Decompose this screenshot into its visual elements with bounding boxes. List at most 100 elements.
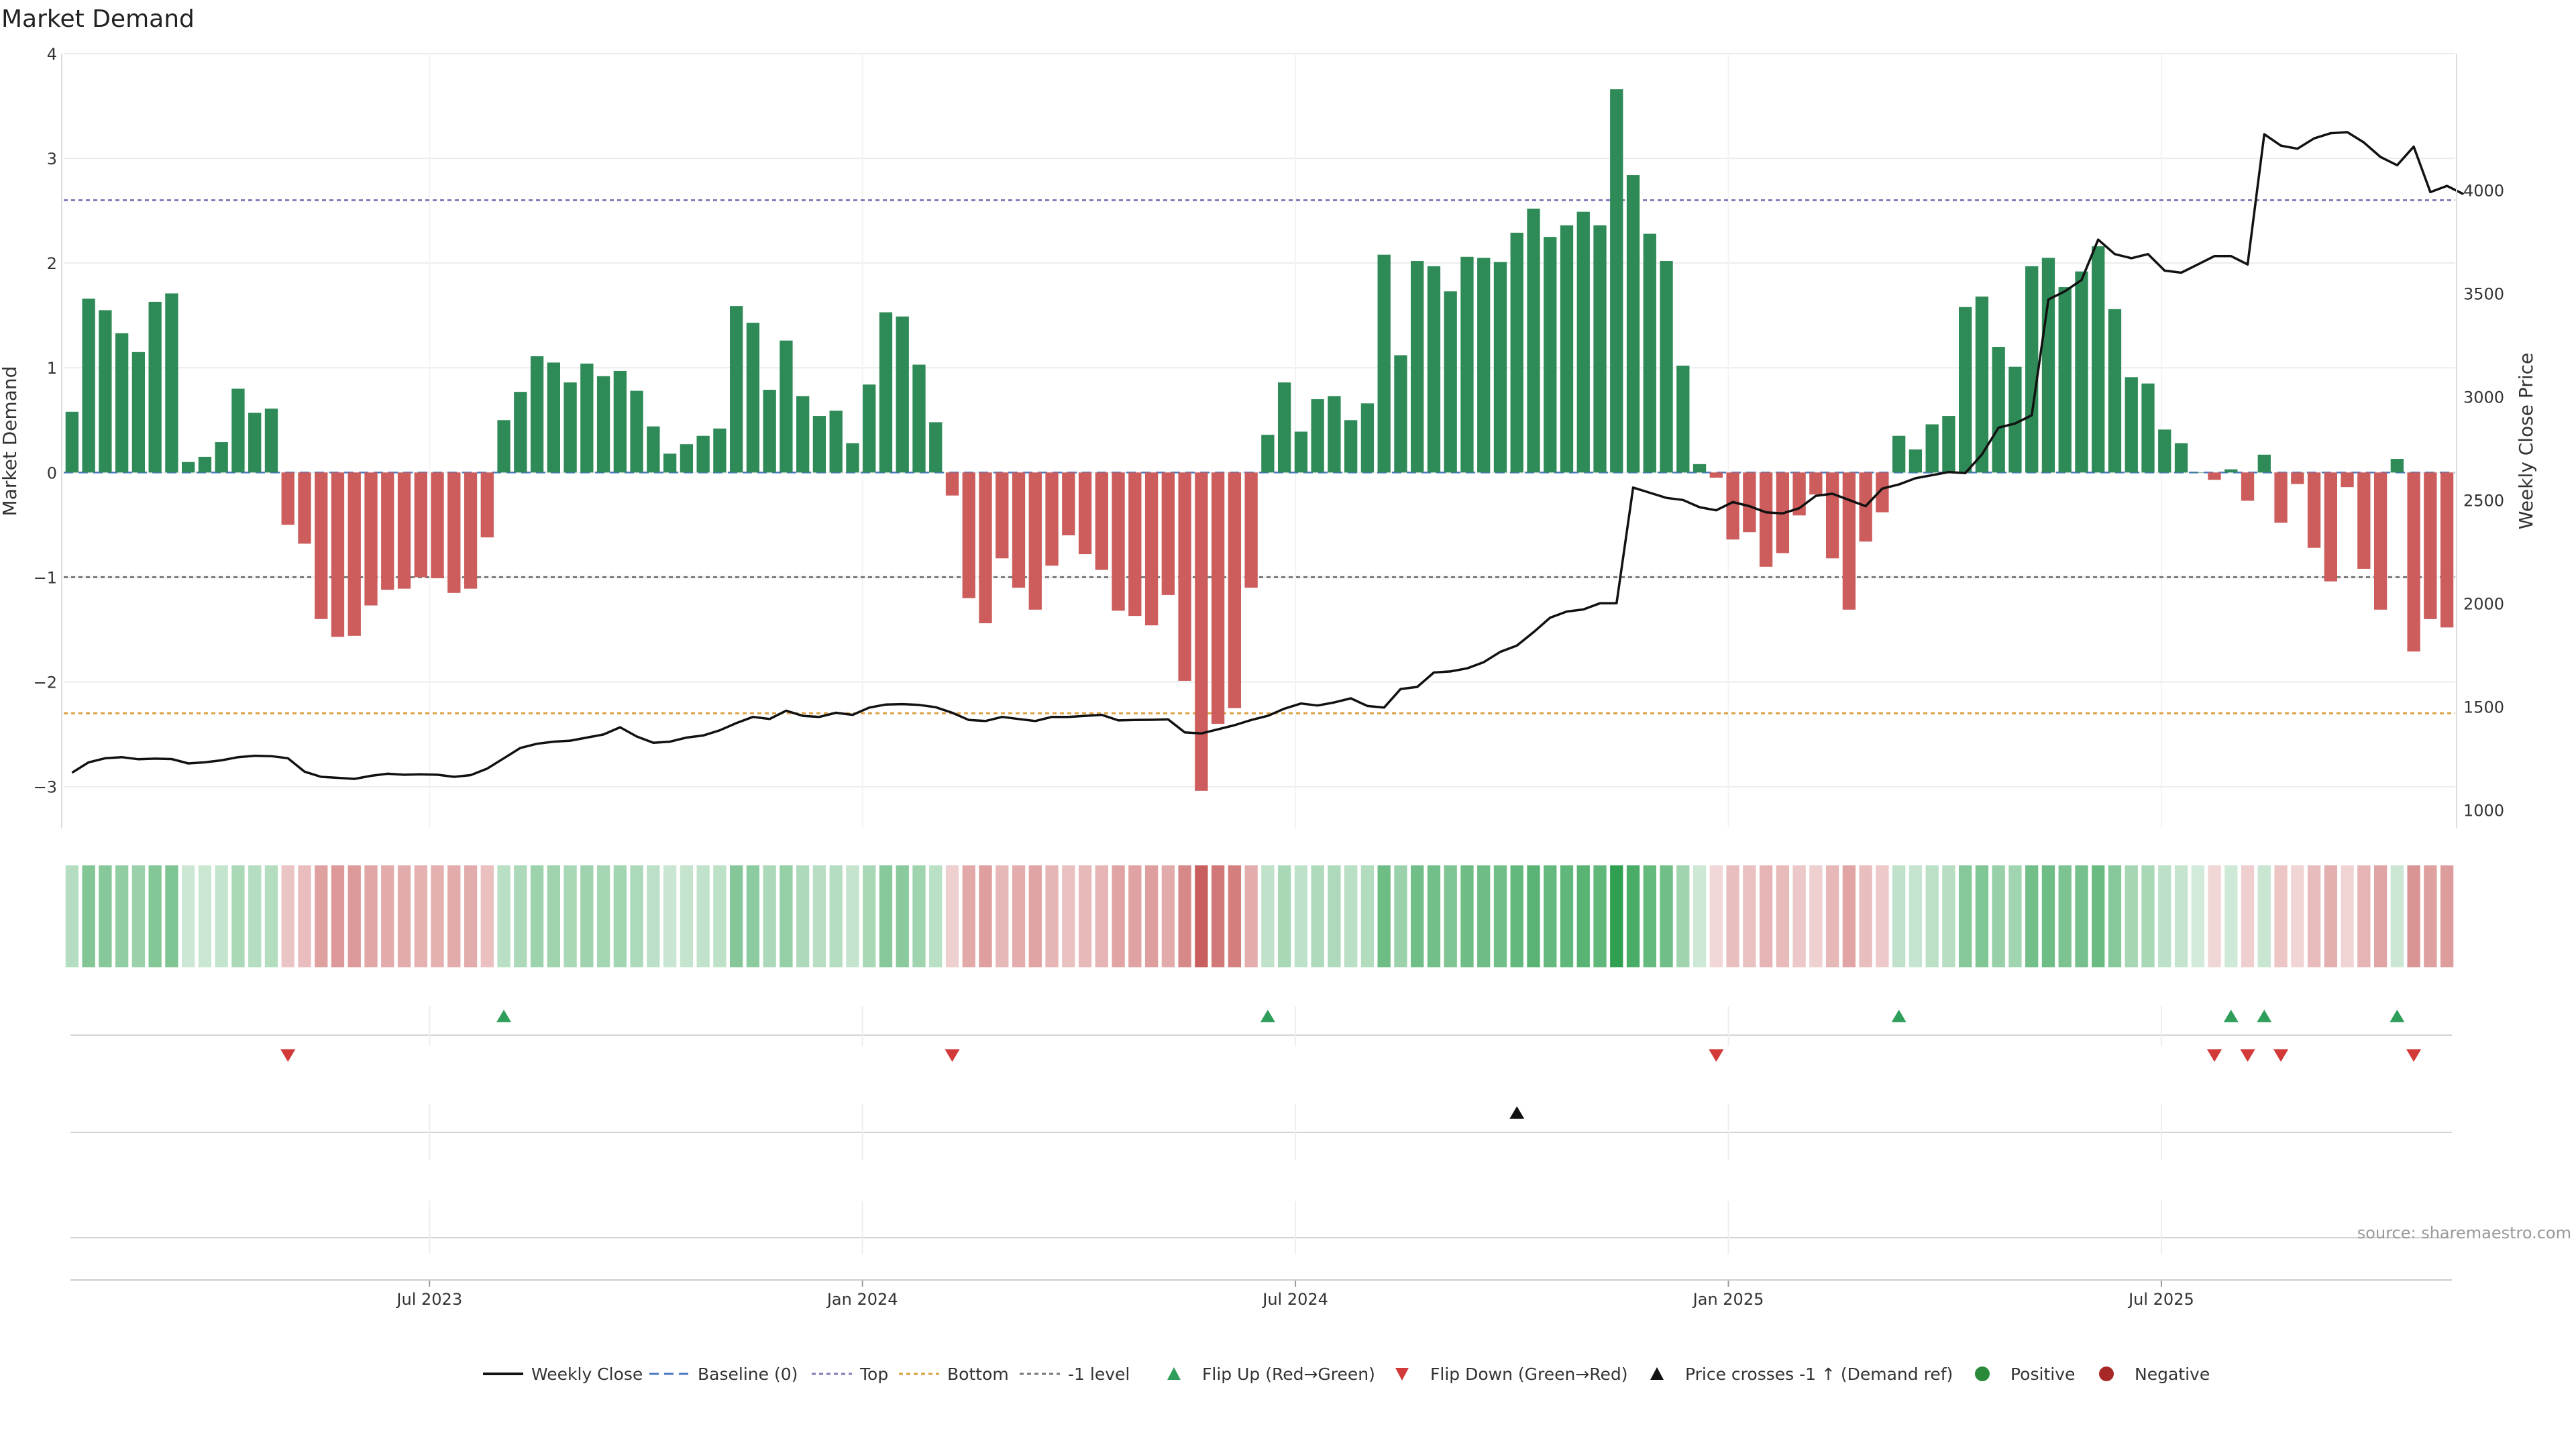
y-tick-label: −1 [34,568,57,587]
demand-bar [281,472,294,525]
demand-heat-strip [65,865,2454,967]
heat-cell [1876,865,1889,967]
flip-down-marker [1709,1049,1724,1062]
legend-label: -1 level [1068,1364,1130,1384]
heat-cell [730,865,743,967]
heat-cell [1328,865,1341,967]
demand-bar [231,388,245,473]
demand-bar [1261,435,1275,473]
heat-cell [1062,865,1075,967]
x-tick-label: Jul 2025 [2127,1290,2194,1309]
heat-cell [1344,865,1358,967]
demand-bar [2141,383,2155,473]
heat-cell [414,865,427,967]
demand-bar [198,456,212,473]
heat-cell [264,865,278,967]
heat-cell [2108,865,2122,967]
flip-up-marker [2390,1010,2405,1022]
y2-tick-label: 2000 [2463,594,2504,613]
demand-bar [1128,472,1142,616]
demand-bar [1294,431,1308,473]
heat-cell [231,865,245,967]
demand-bar [812,416,826,473]
heat-cell [663,865,677,967]
heat-cell [1411,865,1424,967]
demand-bar [945,472,959,496]
price-cross-marker [1509,1106,1525,1119]
demand-bar [2075,271,2088,473]
flip-up-marker [1260,1010,1275,1022]
demand-bar [131,352,146,473]
demand-bar [2008,366,2022,473]
heat-cell [1277,865,1291,967]
demand-bar [1328,396,1341,473]
heat-cell [364,865,378,967]
flip-up-marker [2257,1010,2272,1022]
demand-bar [2191,472,2204,473]
heat-cell [1112,865,1125,967]
demand-bar [248,413,262,473]
demand-bar [1444,291,1457,473]
demand-bar [863,384,876,473]
y-tick-label: 1 [47,359,57,378]
heat-cell [2274,865,2288,967]
demand-bar [397,472,411,589]
demand-bar [1195,472,1208,791]
demand-bar [2125,377,2138,473]
heat-cell [2158,865,2171,967]
demand-bar [1892,435,1906,473]
heat-cell [1427,865,1441,967]
demand-bar [65,411,79,473]
heat-cell [2291,865,2304,967]
heat-cell [713,865,727,967]
source-annotation: source: sharemaestro.com [2357,1224,2571,1242]
demand-bar [1112,472,1125,611]
heat-cell [2341,865,2354,967]
demand-bar [2390,459,2404,473]
demand-bar [1676,366,1690,473]
legend-swatch-flip-down [1395,1368,1409,1381]
heat-cell [1394,865,1407,967]
heat-cell [2224,865,2238,967]
heat-cell [1012,865,1026,967]
demand-bar [165,293,178,473]
heat-cell [1028,865,1042,967]
heat-cell [1045,865,1059,967]
demand-bar [414,472,427,578]
event-panels [70,1006,2452,1281]
price-line-group [71,131,2465,780]
demand-bar [1411,261,1424,473]
heat-cell [2174,865,2188,967]
y-axis-label: Market Demand [0,366,21,517]
demand-bar [1211,472,1225,724]
demand-bar [1394,355,1407,473]
heat-cell [680,865,694,967]
demand-bar [1427,266,1441,473]
heat-cell [2191,865,2204,967]
heat-cell [1078,865,1092,967]
demand-bar [1759,472,1773,567]
heat-cell [530,865,544,967]
heat-cell [182,865,195,967]
heat-cell [298,865,311,967]
demand-bar [464,472,478,589]
demand-bar [763,390,776,473]
heat-cell [2058,865,2072,967]
heat-cell [1743,865,1756,967]
demand-bar [1028,472,1042,610]
heat-cell [2407,865,2420,967]
demand-bar [1078,472,1092,555]
heat-cell [2208,865,2221,967]
heat-cell [812,865,826,967]
heat-cell [1942,865,1955,967]
demand-bar [613,370,627,473]
heat-cell [1660,865,1673,967]
heat-cell [2390,865,2404,967]
heat-cell [1643,865,1656,967]
heat-cell [780,865,793,967]
demand-bar [547,362,560,473]
demand-bar [696,435,710,473]
demand-bar [647,426,660,473]
heat-cell [431,865,444,967]
